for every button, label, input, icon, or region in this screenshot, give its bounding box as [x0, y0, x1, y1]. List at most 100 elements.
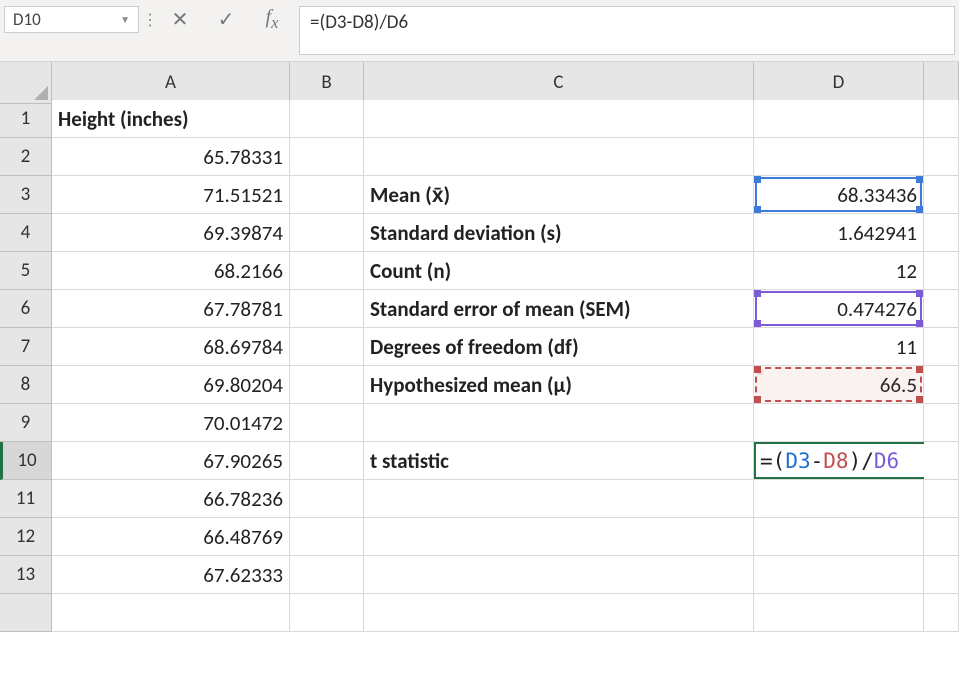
cell-C6[interactable]: Standard error of mean (SEM)	[364, 290, 754, 328]
cell-B2[interactable]	[290, 138, 364, 176]
cell-A5[interactable]: 68.2166	[52, 252, 290, 290]
cell-A6[interactable]: 67.78781	[52, 290, 290, 328]
row-header-5[interactable]: 5	[0, 252, 52, 290]
cell-B1[interactable]	[290, 100, 364, 138]
col-header-A[interactable]: A	[52, 62, 290, 104]
cell-B3[interactable]	[290, 176, 364, 214]
cell-A1[interactable]: Height (inches)	[52, 100, 290, 138]
cell-D13[interactable]	[754, 556, 924, 594]
formula-input[interactable]: =(D3-D8)/D6	[299, 6, 955, 55]
cell-C11[interactable]	[364, 480, 754, 518]
cell-B6[interactable]	[290, 290, 364, 328]
cell-D2[interactable]	[754, 138, 924, 176]
row-header-11[interactable]: 11	[0, 480, 52, 518]
cell-C13[interactable]	[364, 556, 754, 594]
row-header-8[interactable]: 8	[0, 366, 52, 404]
cell-edge-11	[924, 480, 959, 518]
cell-B4[interactable]	[290, 214, 364, 252]
cell-C2[interactable]	[364, 138, 754, 176]
cell-D12[interactable]	[754, 518, 924, 556]
tok-rp: )	[849, 449, 862, 473]
cell-C9[interactable]	[364, 404, 754, 442]
cell-A3[interactable]: 71.51521	[52, 176, 290, 214]
col-header-B[interactable]: B	[290, 62, 364, 104]
cell-edge-6	[924, 290, 959, 328]
cell-edge-5	[924, 252, 959, 290]
cell-edge-3	[924, 176, 959, 214]
cell-D7[interactable]: 11	[754, 328, 924, 366]
row-header-10[interactable]: 10	[0, 442, 52, 480]
row-header-13[interactable]: 13	[0, 556, 52, 594]
cell-D9[interactable]	[754, 404, 924, 442]
row-header-9[interactable]: 9	[0, 404, 52, 442]
cell-D10[interactable]: =(D3-D8)/D6	[754, 442, 924, 480]
col-header-D[interactable]: D	[754, 62, 924, 104]
cell-B5[interactable]	[290, 252, 364, 290]
cell-D6[interactable]: 0.474276	[754, 290, 924, 328]
select-all-corner[interactable]	[0, 62, 52, 104]
cell-edge-9	[924, 404, 959, 442]
cell-B7[interactable]	[290, 328, 364, 366]
spreadsheet-grid[interactable]: A B C D 1 Height (inches) 2 65.78331 3 7…	[0, 62, 959, 632]
cell-D5[interactable]: 12	[754, 252, 924, 290]
cell-A8[interactable]: 69.80204	[52, 366, 290, 404]
cell-D14[interactable]	[754, 594, 924, 632]
cell-A12[interactable]: 66.48769	[52, 518, 290, 556]
formula-text: =(D3-D8)/D6	[310, 11, 408, 34]
cell-C12[interactable]	[364, 518, 754, 556]
fx-icon[interactable]: fx	[249, 6, 295, 33]
cell-C5[interactable]: Count (n)	[364, 252, 754, 290]
cell-C14[interactable]	[364, 594, 754, 632]
cell-D3[interactable]: 68.33436	[754, 176, 924, 214]
cell-C1[interactable]	[364, 100, 754, 138]
cell-edge-1	[924, 100, 959, 138]
tok-ref2: D8	[823, 449, 848, 473]
cell-A9[interactable]: 70.01472	[52, 404, 290, 442]
cell-A2[interactable]: 65.78331	[52, 138, 290, 176]
cell-C8[interactable]: Hypothesized mean (μ)	[364, 366, 754, 404]
cell-C4[interactable]: Standard deviation (s)	[364, 214, 754, 252]
cell-A7[interactable]: 68.69784	[52, 328, 290, 366]
cancel-icon[interactable]: ✕	[157, 6, 203, 33]
cell-D1[interactable]	[754, 100, 924, 138]
cell-D8[interactable]: 66.5	[754, 366, 924, 404]
cell-C3[interactable]: Mean (x̄)	[364, 176, 754, 214]
cell-C7[interactable]: Degrees of freedom (df)	[364, 328, 754, 366]
name-box[interactable]: D10 ▼	[4, 6, 139, 33]
cell-B11[interactable]	[290, 480, 364, 518]
dropdown-icon[interactable]: ▼	[120, 13, 130, 26]
row-header-1[interactable]: 1	[0, 100, 52, 138]
cell-C10[interactable]: t statistic	[364, 442, 754, 480]
cell-A11[interactable]: 66.78236	[52, 480, 290, 518]
cell-D4[interactable]: 1.642941	[754, 214, 924, 252]
cell-edge-2	[924, 138, 959, 176]
cell-B8[interactable]	[290, 366, 364, 404]
confirm-icon[interactable]: ✓	[203, 6, 249, 33]
cell-B10[interactable]	[290, 442, 364, 480]
cell-B13[interactable]	[290, 556, 364, 594]
cell-A14[interactable]	[52, 594, 290, 632]
cell-B9[interactable]	[290, 404, 364, 442]
cell-edge-10	[924, 442, 959, 480]
cell-A13[interactable]: 67.62333	[52, 556, 290, 594]
tok-lp: (	[773, 449, 786, 473]
row-header-6[interactable]: 6	[0, 290, 52, 328]
col-header-C[interactable]: C	[364, 62, 754, 104]
row-header-14[interactable]	[0, 594, 52, 632]
cell-edge-14	[924, 594, 959, 632]
cell-B14[interactable]	[290, 594, 364, 632]
row-header-3[interactable]: 3	[0, 176, 52, 214]
tok-ref3: D6	[874, 449, 899, 473]
cell-D8-value: 66.5	[880, 372, 917, 398]
cell-D11[interactable]	[754, 480, 924, 518]
cell-A10[interactable]: 67.90265	[52, 442, 290, 480]
row-header-2[interactable]: 2	[0, 138, 52, 176]
row-header-12[interactable]: 12	[0, 518, 52, 556]
row-header-4[interactable]: 4	[0, 214, 52, 252]
tok-slash: /	[861, 449, 874, 473]
row-header-7[interactable]: 7	[0, 328, 52, 366]
cell-edge-12	[924, 518, 959, 556]
cell-A4[interactable]: 69.39874	[52, 214, 290, 252]
cell-edge-8	[924, 366, 959, 404]
cell-B12[interactable]	[290, 518, 364, 556]
